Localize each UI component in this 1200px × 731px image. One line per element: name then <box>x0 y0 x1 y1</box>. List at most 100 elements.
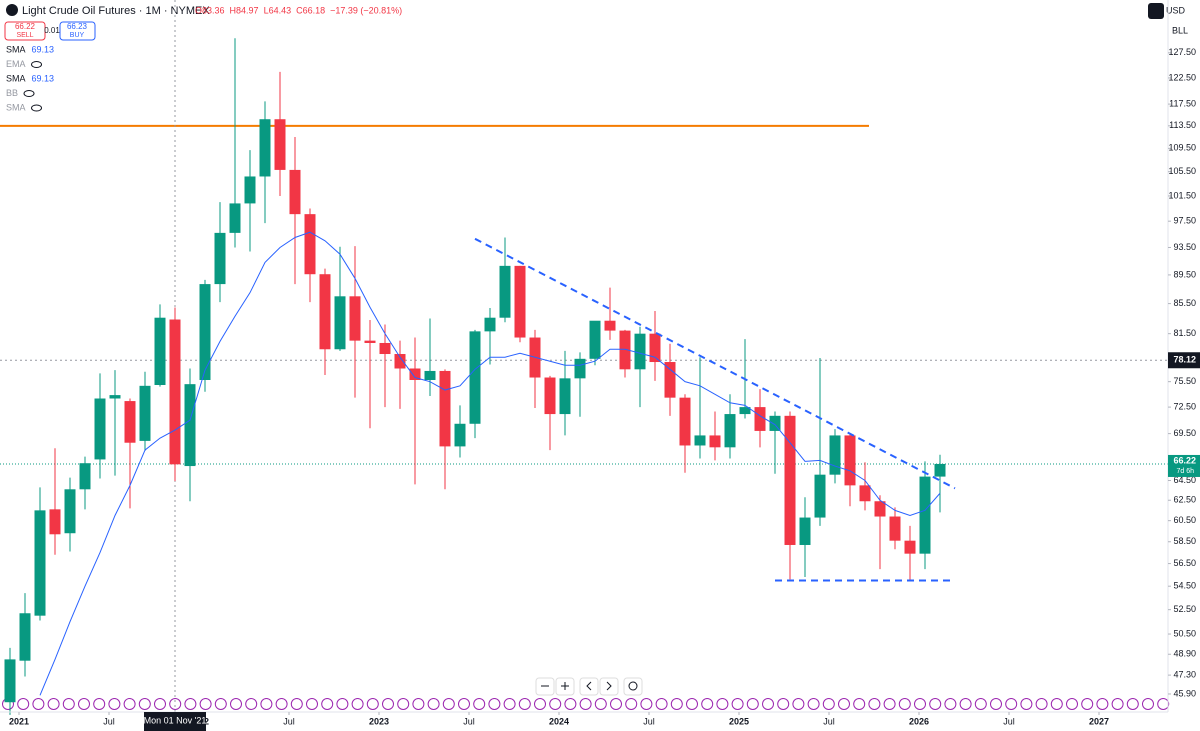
x-tick-label: Jul <box>283 716 295 726</box>
y-tick-label: 58.50 <box>1173 536 1196 546</box>
indicator-name: EMA <box>6 59 26 69</box>
indicator-name: SMA <box>6 44 26 54</box>
sell-label: SELL <box>16 32 33 39</box>
event-marker <box>138 698 151 710</box>
currency[interactable]: USD <box>1166 5 1186 15</box>
event-marker <box>1050 698 1063 710</box>
event-marker <box>807 698 820 710</box>
unit: BLL <box>1172 25 1188 35</box>
candle-body <box>49 509 61 535</box>
symbol-title[interactable]: Light Crude Oil Futures · 1M · NYMEX <box>22 5 210 17</box>
candle-body <box>844 435 856 486</box>
candle-body <box>634 333 646 370</box>
trend-line <box>474 237 956 490</box>
y-tick-label: 64.50 <box>1173 475 1196 485</box>
candle-body <box>754 407 766 431</box>
event-marker <box>397 698 410 710</box>
event-marker <box>442 698 455 710</box>
visibility-icon[interactable] <box>31 104 43 112</box>
event-marker <box>1142 698 1154 710</box>
event-marker <box>154 698 166 710</box>
event-marker <box>1126 698 1139 710</box>
event-marker <box>974 698 987 710</box>
event-marker <box>944 698 957 710</box>
candle-body <box>604 320 616 331</box>
event-marker <box>701 698 714 710</box>
event-marker <box>108 698 121 710</box>
event-marker <box>17 698 30 710</box>
event-marker <box>32 698 45 710</box>
candle-body <box>169 319 181 465</box>
visibility-icon[interactable] <box>23 90 35 97</box>
event-marker <box>382 698 394 710</box>
lock-icon[interactable] <box>1148 3 1164 19</box>
candle-body <box>364 340 376 343</box>
scroll-right[interactable] <box>599 677 619 696</box>
y-tick-label: 60.50 <box>1173 515 1196 525</box>
event-marker <box>762 698 774 710</box>
reset[interactable] <box>623 677 643 696</box>
event-marker <box>534 698 546 710</box>
crosshair-time: Mon 01 Nov '21 <box>144 715 207 725</box>
event-marker <box>929 698 942 710</box>
icon <box>561 682 569 690</box>
event-marker <box>47 698 60 710</box>
plot <box>0 0 1170 715</box>
event-marker <box>1081 698 1094 710</box>
candle-body <box>514 265 526 338</box>
y-tick-label: 89.50 <box>1173 269 1196 279</box>
crosshair-time-box <box>144 712 206 731</box>
sma-line <box>39 231 941 696</box>
event-marker <box>488 698 501 710</box>
event-marker <box>169 698 182 710</box>
y-tick-label: 127.50 <box>1168 47 1196 57</box>
event-marker <box>366 698 379 710</box>
event-marker <box>686 698 698 710</box>
candle-body <box>889 516 901 541</box>
countdown: 7d 6h <box>1176 468 1194 475</box>
candle-body <box>799 517 811 545</box>
candle-body <box>349 296 361 341</box>
event-marker <box>594 698 607 710</box>
y-tick-label: 93.50 <box>1173 242 1196 252</box>
candle-body <box>394 354 406 369</box>
symbol-icon <box>6 4 18 16</box>
indicator-name: SMA <box>6 102 26 112</box>
y-tick-label: 117.50 <box>1169 98 1196 108</box>
candle-body <box>214 232 226 285</box>
y-tick-label: 50.50 <box>1173 628 1196 638</box>
zoom-toolbar <box>535 677 643 696</box>
candle-body <box>454 423 466 447</box>
event-marker <box>838 698 850 710</box>
y-tick-label: 56.50 <box>1173 558 1196 568</box>
candle-body <box>934 463 946 477</box>
candle-body <box>484 317 496 332</box>
candle-body <box>664 362 676 398</box>
candle-body <box>94 398 106 460</box>
scroll-left[interactable] <box>579 677 599 696</box>
event-marker <box>412 698 425 710</box>
candle-body <box>589 320 601 359</box>
icon <box>586 681 592 691</box>
indicator-value: 69.13 <box>32 44 55 54</box>
event-marker <box>610 698 622 710</box>
event-marker <box>275 698 288 710</box>
candle-body <box>229 203 241 233</box>
visibility-icon[interactable] <box>31 61 43 68</box>
event-marker <box>184 698 197 710</box>
event-marker <box>1111 698 1124 710</box>
event-marker <box>427 698 440 710</box>
x-tick-label: 2026 <box>909 716 929 726</box>
y-tick-label: 54.50 <box>1173 581 1196 591</box>
ohlc-value: C66.18 <box>296 5 325 15</box>
event-marker <box>883 698 896 710</box>
x-tick-label: Jul <box>463 716 475 726</box>
event-marker <box>914 698 926 710</box>
candle-body <box>184 384 196 467</box>
event-marker <box>290 698 303 710</box>
candle-body <box>904 540 916 554</box>
x-tick-label: Jul <box>103 716 115 726</box>
sell-button[interactable] <box>4 21 46 41</box>
buy-button[interactable] <box>59 21 96 41</box>
buy-price: 66.23 <box>67 22 88 31</box>
